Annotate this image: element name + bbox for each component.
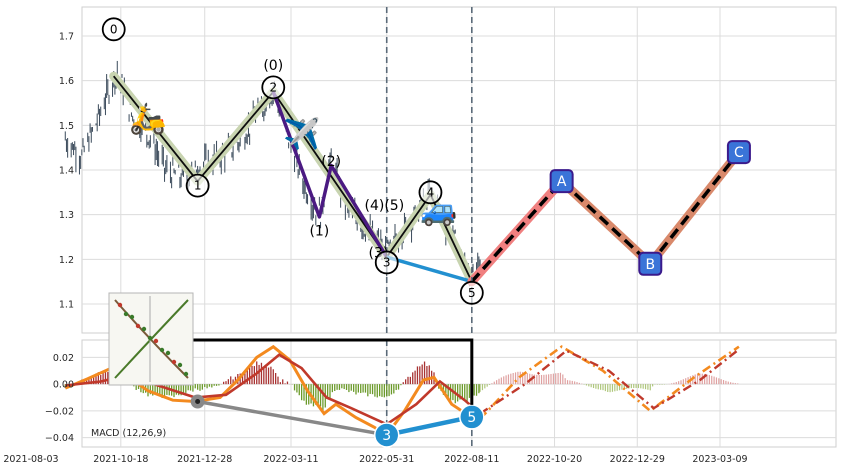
thumbnail-leaf bbox=[183, 371, 189, 377]
wave-label-circle bbox=[459, 280, 484, 305]
macd-y-tick-label: 0.02 bbox=[53, 353, 74, 364]
macd-panel-grid bbox=[81, 339, 837, 448]
thumbnail-leaf bbox=[135, 323, 141, 329]
wave-label: 5 bbox=[459, 280, 484, 305]
macd-panel: 35 bbox=[64, 340, 740, 448]
x-tick-label: 2022-08-11 bbox=[444, 454, 499, 465]
thumbnail-leaf bbox=[165, 350, 171, 356]
wave-label-circle bbox=[418, 180, 443, 205]
wave-label-circle bbox=[101, 17, 126, 42]
wave-label: (0) bbox=[263, 58, 283, 74]
x-tick-label: 2021-12-28 bbox=[177, 454, 232, 465]
price-y-tick-label: 1.2 bbox=[59, 255, 74, 266]
forecast-macd-line bbox=[479, 345, 740, 420]
macd-divergence-blue bbox=[386, 414, 473, 438]
wave-label-circle bbox=[185, 173, 210, 198]
wave-label: 3 bbox=[374, 250, 399, 275]
macd-panel-frame bbox=[81, 339, 837, 448]
thumbnail-leaf bbox=[123, 311, 129, 317]
forecast-point-C: C bbox=[726, 140, 751, 165]
wave-label-circle bbox=[374, 250, 399, 275]
thumbnail-leaf bbox=[141, 326, 147, 332]
macd-point-center bbox=[195, 399, 201, 405]
wave-label-text: 5 bbox=[468, 286, 476, 300]
macd-point-label: 3 bbox=[382, 428, 391, 444]
forecast-point-box bbox=[726, 140, 751, 165]
forecast-dashed-line bbox=[470, 151, 741, 283]
forecast-signal-line bbox=[479, 348, 740, 415]
macd-point-label: 5 bbox=[467, 410, 476, 426]
price-y-tick-label: 1.4 bbox=[59, 166, 74, 177]
wave-label-text: 4 bbox=[427, 185, 435, 199]
scooter-icon: 🛵 bbox=[129, 101, 166, 136]
wave-label: 0 bbox=[101, 17, 126, 42]
wave-label-text: 1 bbox=[194, 179, 202, 193]
price-panel bbox=[64, 7, 744, 333]
thumbnail-leaf bbox=[117, 302, 123, 308]
forecast-point-B: B bbox=[638, 251, 663, 276]
forecast-point-box bbox=[549, 169, 574, 194]
macd-line bbox=[64, 344, 481, 438]
thumbnail-leaf bbox=[153, 338, 159, 344]
thumbnail-leaf bbox=[129, 314, 135, 320]
macd-point-3: 3 bbox=[373, 422, 400, 448]
x-tick-label: 2022-03-11 bbox=[263, 454, 318, 465]
macd-point-circle bbox=[373, 422, 400, 448]
airplane-icon: ✈️ bbox=[283, 115, 320, 152]
x-tick-label: 2022-12-29 bbox=[610, 454, 665, 465]
x-tick-label: 2021-08-03 bbox=[3, 454, 58, 465]
x-tick-label: 2022-05-31 bbox=[359, 454, 414, 465]
forecast-point-label: A bbox=[557, 174, 567, 190]
wave-label-text: (2) bbox=[321, 154, 341, 170]
thumbnail-leaf bbox=[147, 335, 153, 341]
macd-label: MACD (12,26,9) bbox=[91, 428, 167, 439]
price-y-tick-label: 1.1 bbox=[59, 299, 74, 310]
price-y-tick-label: 1.6 bbox=[59, 76, 74, 87]
sub-wave-line bbox=[271, 91, 389, 259]
macd-y-tick-label: −0.04 bbox=[45, 433, 74, 444]
wave-label: 4 bbox=[418, 180, 443, 205]
macd-divergence-grey bbox=[197, 399, 388, 437]
forecast-point-label: C bbox=[734, 145, 744, 161]
wave-label-circle bbox=[261, 75, 286, 100]
wave-label: (2) bbox=[321, 154, 341, 170]
wave-label-text: (4)(5) bbox=[365, 198, 405, 214]
x-tick-label: 2021-10-18 bbox=[93, 454, 148, 465]
wave-label-text: 2 bbox=[269, 80, 277, 94]
wave-label: 1 bbox=[185, 173, 210, 198]
thumbnail-leaf bbox=[177, 362, 183, 368]
wave-label: (1) bbox=[309, 223, 329, 239]
wave-label-text: (1) bbox=[309, 223, 329, 239]
macd-y-tick-label: 0.00 bbox=[53, 380, 74, 391]
x-tick-label: 2022-10-20 bbox=[527, 454, 582, 465]
axis-labels: 2021-08-03 2021-10-18 2021-12-28 2022-03-11… bbox=[3, 32, 747, 465]
forecast-point-box bbox=[638, 251, 663, 276]
wave-label-text: 0 bbox=[110, 22, 118, 36]
car-icon: 🚙 bbox=[420, 193, 457, 228]
forecast-point-label: B bbox=[645, 257, 655, 273]
thumbnail-leaf bbox=[159, 347, 165, 353]
thumbnail-leaf bbox=[171, 359, 177, 365]
macd-point-5: 5 bbox=[459, 404, 485, 430]
price-y-tick-label: 1.7 bbox=[59, 32, 74, 43]
price-y-tick-label: 1.3 bbox=[59, 210, 74, 221]
macd-y-tick-label: −0.02 bbox=[45, 406, 74, 417]
price-y-tick-label: 1.5 bbox=[59, 121, 74, 132]
wave-label: 2 bbox=[261, 75, 286, 100]
wave-label-text: 3 bbox=[383, 255, 391, 269]
wave-label: (4)(5) bbox=[365, 198, 405, 214]
wave-3-5-link bbox=[386, 255, 473, 284]
wave-label-text: (0) bbox=[263, 58, 283, 74]
bracket-line bbox=[193, 338, 474, 405]
x-tick-label: 2023-03-09 bbox=[692, 454, 747, 465]
thumbnail-plant-icon bbox=[108, 292, 194, 386]
forecast-point-A: A bbox=[549, 169, 574, 194]
